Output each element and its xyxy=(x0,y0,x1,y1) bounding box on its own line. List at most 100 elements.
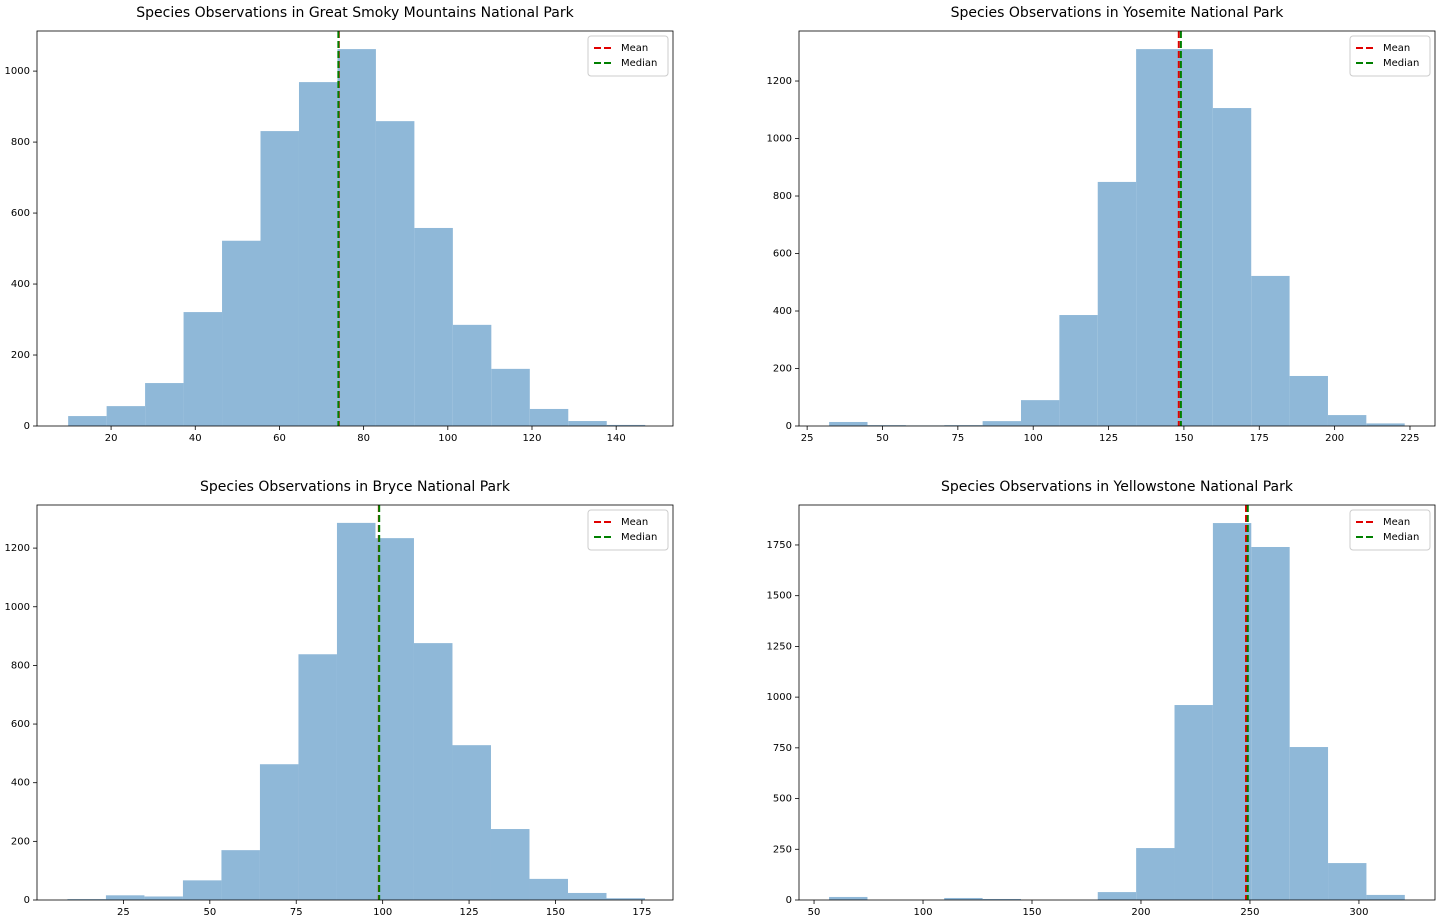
x-tick-label: 150 xyxy=(1174,433,1193,444)
bar xyxy=(867,425,906,426)
bar xyxy=(1366,423,1405,426)
y-tick-label: 0 xyxy=(24,895,30,906)
bar xyxy=(183,312,223,426)
bar xyxy=(529,408,569,426)
y-tick-label: 800 xyxy=(11,137,30,148)
bar xyxy=(182,880,222,900)
y-tick-label: 400 xyxy=(11,778,30,789)
legend-box xyxy=(587,35,669,77)
bar xyxy=(106,406,146,426)
bar xyxy=(1097,181,1137,426)
bar xyxy=(260,131,299,426)
bar xyxy=(944,425,983,426)
bar xyxy=(105,895,145,900)
x-tick-label: 125 xyxy=(460,907,479,918)
bar xyxy=(568,421,607,426)
y-tick-label: 800 xyxy=(11,660,30,671)
chart-title: Species Observations in Great Smoky Moun… xyxy=(136,5,574,21)
x-tick-label: 225 xyxy=(1400,433,1419,444)
x-tick-label: 20 xyxy=(105,433,118,444)
y-tick-label: 600 xyxy=(11,719,30,730)
bar xyxy=(829,421,868,426)
y-tick-label: 1000 xyxy=(5,66,30,77)
y-tick-label: 750 xyxy=(773,743,792,754)
bar xyxy=(1136,49,1175,426)
x-tick-label: 175 xyxy=(1250,433,1269,444)
bar xyxy=(414,227,453,426)
bar xyxy=(829,896,868,900)
y-tick-label: 600 xyxy=(11,208,30,219)
bar xyxy=(221,850,260,900)
y-tick-label: 0 xyxy=(786,421,792,432)
y-tick-label: 250 xyxy=(773,844,792,855)
bar xyxy=(490,829,530,900)
axes-frame xyxy=(36,504,674,901)
x-tick-label: 125 xyxy=(1099,433,1118,444)
y-tick-label: 400 xyxy=(773,306,792,317)
legend-label: Median xyxy=(621,58,657,69)
bar xyxy=(298,82,338,427)
x-tick-label: 50 xyxy=(203,907,216,918)
x-tick-label: 25 xyxy=(801,433,814,444)
bar xyxy=(982,898,1021,900)
bar xyxy=(982,421,1021,426)
x-tick-label: 140 xyxy=(607,433,626,444)
bar xyxy=(1289,747,1329,900)
y-tick-label: 1000 xyxy=(767,692,792,703)
y-tick-label: 500 xyxy=(773,794,792,805)
bar xyxy=(145,383,184,426)
bar xyxy=(1136,848,1175,900)
chart-title: Species Observations in Bryce National P… xyxy=(200,479,511,495)
bar xyxy=(1366,894,1405,900)
x-tick-label: 25 xyxy=(117,907,130,918)
legend-box xyxy=(1349,35,1431,77)
x-tick-label: 200 xyxy=(1131,907,1150,918)
chart-title: Species Observations in Yellowstone Nati… xyxy=(941,479,1294,495)
bar xyxy=(375,121,415,427)
bar xyxy=(452,745,491,900)
bar xyxy=(491,368,530,426)
y-tick-label: 800 xyxy=(773,191,792,202)
x-tick-label: 60 xyxy=(273,433,286,444)
bar xyxy=(1289,375,1328,426)
x-tick-label: 120 xyxy=(522,433,541,444)
x-tick-label: 200 xyxy=(1325,433,1344,444)
y-tick-label: 400 xyxy=(11,279,30,290)
legend-label: Mean xyxy=(621,43,648,54)
subplot: Species Observations in Bryce National P… xyxy=(5,479,674,918)
legend-box xyxy=(587,509,669,551)
bar xyxy=(259,764,299,900)
chart-title: Species Observations in Yosemite Nationa… xyxy=(951,5,1285,21)
x-tick-label: 250 xyxy=(1240,907,1259,918)
bar xyxy=(944,897,983,900)
y-tick-label: 1000 xyxy=(5,602,30,613)
axes-frame xyxy=(36,30,674,427)
bar xyxy=(1251,275,1290,426)
legend-label: Mean xyxy=(1383,517,1410,528)
legend-box xyxy=(1349,509,1431,551)
x-tick-label: 40 xyxy=(189,433,202,444)
legend-label: Mean xyxy=(621,517,648,528)
y-tick-label: 0 xyxy=(24,421,30,432)
x-tick-label: 80 xyxy=(357,433,370,444)
x-tick-label: 75 xyxy=(951,433,964,444)
y-tick-label: 1500 xyxy=(767,591,792,602)
subplot: Species Observations in Yosemite Nationa… xyxy=(767,5,1436,444)
legend-label: Median xyxy=(1383,532,1419,543)
x-tick-label: 300 xyxy=(1349,907,1368,918)
subplot: Species Observations in Great Smoky Moun… xyxy=(5,5,674,444)
y-tick-label: 200 xyxy=(773,364,792,375)
x-tick-label: 175 xyxy=(632,907,651,918)
bar xyxy=(529,878,568,900)
y-tick-label: 1750 xyxy=(767,540,792,551)
subplot: Species Observations in Yellowstone Nati… xyxy=(767,479,1436,918)
y-tick-label: 1200 xyxy=(767,76,792,87)
x-tick-label: 50 xyxy=(876,433,889,444)
bar xyxy=(606,898,646,900)
y-tick-label: 600 xyxy=(773,249,792,260)
x-tick-label: 100 xyxy=(913,907,932,918)
bar xyxy=(1251,546,1290,900)
x-tick-label: 100 xyxy=(1024,433,1043,444)
bar xyxy=(68,416,107,426)
